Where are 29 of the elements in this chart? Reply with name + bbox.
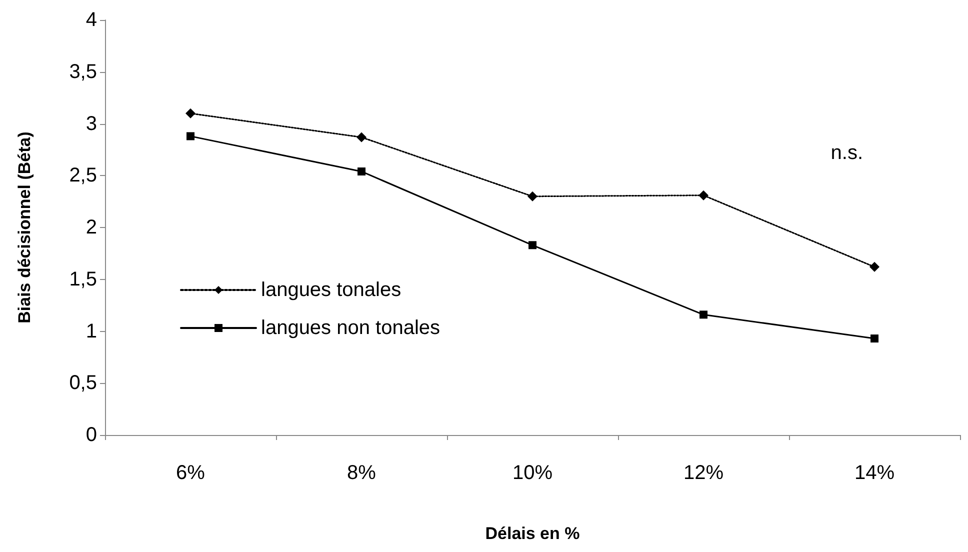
- x-tick-label: 10%: [512, 462, 553, 484]
- point: [698, 190, 708, 200]
- y-tick-label: 1,5: [69, 268, 97, 290]
- x-tick-label: 12%: [683, 462, 724, 484]
- y-tick-label: 2,5: [69, 164, 97, 187]
- x-tick-label: 8%: [347, 462, 376, 484]
- point: [870, 262, 880, 272]
- x-axis-title: Délais en %: [485, 524, 580, 543]
- y-tick-label: 4: [86, 9, 97, 31]
- point: [186, 108, 196, 118]
- y-tick-label: 0,5: [69, 372, 97, 394]
- point: [358, 167, 366, 176]
- legend-label: langues non tonales: [261, 317, 440, 339]
- point: [870, 334, 878, 343]
- y-tick-label: 1: [86, 320, 97, 342]
- y-tick-label: 0: [86, 424, 97, 446]
- y-tick-label: 3: [86, 112, 97, 135]
- point: [186, 132, 194, 140]
- annotation: n.s.: [830, 142, 864, 164]
- point: [700, 310, 708, 319]
- y-tick-label: 3,5: [69, 60, 97, 83]
- point: [528, 191, 538, 202]
- x-tick-label: 6%: [176, 462, 206, 484]
- x-tick-label: 14%: [854, 462, 895, 484]
- point: [528, 241, 536, 250]
- legend-label: langues tonales: [261, 279, 402, 301]
- point: [356, 132, 366, 142]
- y-tick-label: 2: [86, 216, 97, 238]
- y-axis-title: Biais décisionnel (Béta): [15, 132, 34, 324]
